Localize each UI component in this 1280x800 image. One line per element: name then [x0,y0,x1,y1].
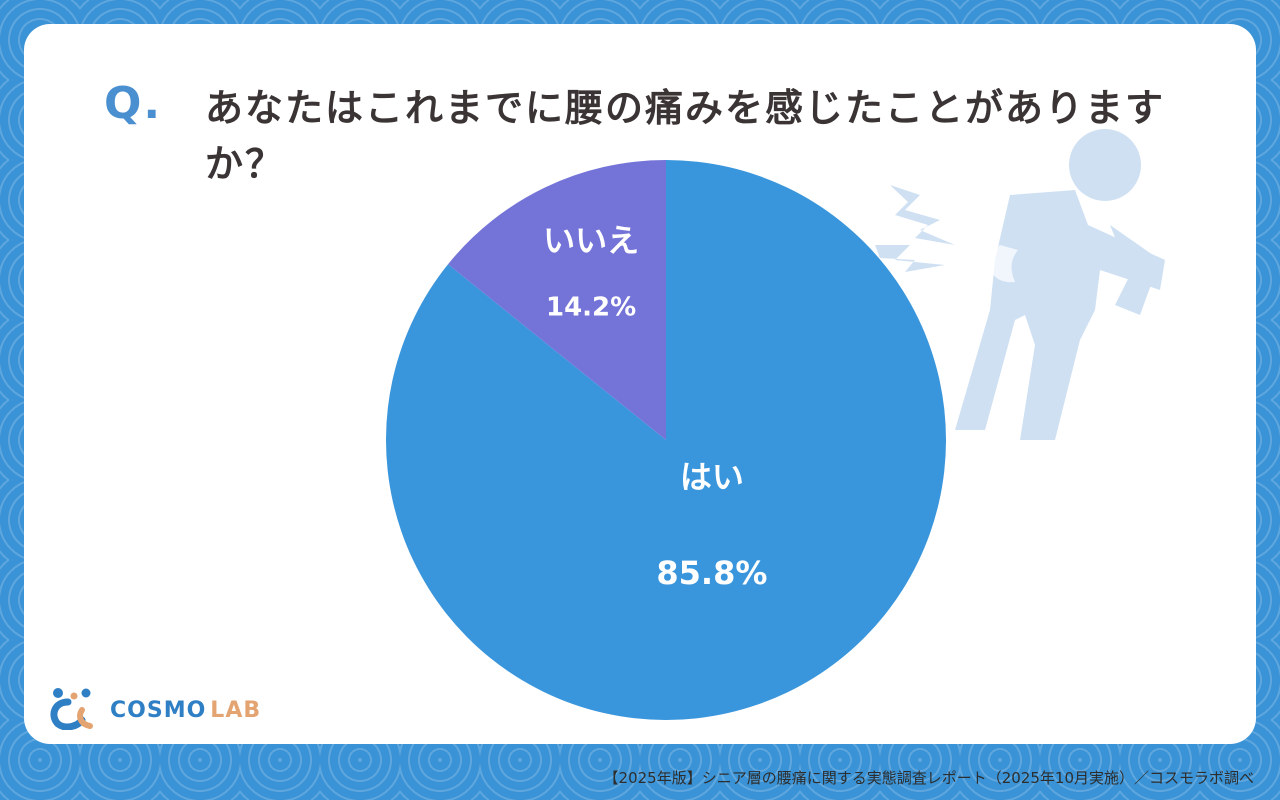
pie-slice-0 [386,160,947,720]
slice-label-1: いいえ [543,221,639,259]
logo-name-lab: LAB [210,698,262,723]
question-mark-label: Q. [104,78,163,129]
question-title: あなたはこれまでに腰の痛みを感じたことがありますか？ [205,86,1166,186]
slice-label-0: はい [680,458,744,496]
pie-slice-1 [448,159,666,440]
cosmo-lab-logo-icon [50,688,93,730]
slice-value-0: 85.8% [656,554,767,592]
logo-text: COSMO LAB [110,698,261,723]
logo-name-cosmo: COSMO [110,698,207,723]
slice-value-1: 14.2% [546,292,636,322]
source-footer: 【2025年版】シニア層の腰痛に関する実態調査レポート（2025年10月実施）／… [603,769,1254,787]
back-pain-person-icon [875,129,1165,440]
